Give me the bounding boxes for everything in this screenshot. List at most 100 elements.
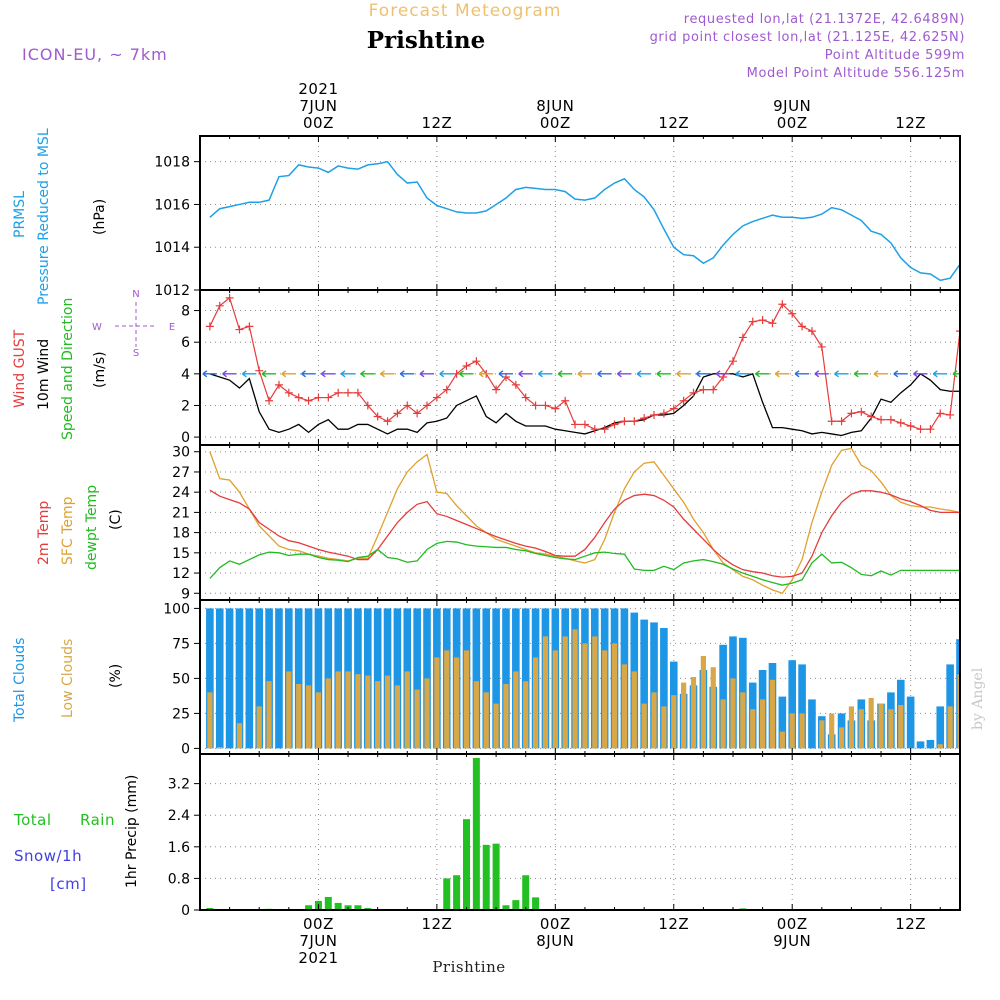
total-cloud-bar bbox=[393, 608, 402, 749]
top-time-label: 12Z bbox=[895, 114, 926, 132]
total-cloud-bar bbox=[996, 608, 1000, 748]
low-cloud-bar bbox=[838, 727, 845, 749]
wind-direction-arrow bbox=[814, 370, 829, 378]
low-cloud-bar bbox=[987, 657, 992, 748]
top-time-label: 7JUN bbox=[299, 97, 337, 115]
wind-direction-arrow bbox=[913, 370, 928, 378]
pressure-ytick-label-1: 1014 bbox=[154, 240, 190, 256]
product-title: Forecast Meteogram bbox=[369, 1, 562, 21]
low-cloud-bar bbox=[611, 643, 618, 749]
wind-ytick-label-2: 4 bbox=[181, 367, 190, 383]
rain-bar bbox=[305, 905, 313, 910]
gust-marker bbox=[768, 319, 777, 328]
gust-marker bbox=[896, 418, 905, 427]
gust-marker bbox=[492, 385, 501, 394]
hpa-label: (hPa) bbox=[92, 199, 108, 235]
low-cloud-bar bbox=[256, 706, 262, 749]
low-cloud-bar bbox=[365, 675, 371, 749]
total-cloud-bar bbox=[265, 608, 273, 749]
total-cloud-bar bbox=[798, 664, 806, 749]
low-cloud-bar bbox=[898, 705, 904, 749]
gust-marker bbox=[205, 322, 214, 331]
wind-direction-arrow bbox=[676, 370, 691, 378]
precip-frame bbox=[199, 753, 961, 911]
temperature-ytick-label-1: 12 bbox=[172, 566, 190, 582]
gust-marker bbox=[393, 409, 402, 418]
low-cloud-bar bbox=[454, 657, 460, 749]
gust-marker bbox=[590, 425, 599, 434]
wind-direction-arrow bbox=[695, 370, 711, 378]
precip-ytick-label-2: 1.6 bbox=[168, 840, 190, 856]
bottom-time-label: 8JUN bbox=[536, 932, 574, 950]
wind-direction-arrow bbox=[222, 370, 237, 378]
low-cloud-bar bbox=[690, 677, 697, 749]
total-cloud-bar bbox=[650, 622, 658, 749]
low-cloud-bar bbox=[384, 675, 391, 749]
rain-bar bbox=[482, 844, 490, 910]
low-cloud-bar bbox=[651, 692, 657, 749]
ms-label: (m/s) bbox=[92, 351, 108, 388]
total-cloud-bar bbox=[986, 608, 994, 748]
top-time-label: 00Z bbox=[303, 114, 334, 132]
wind-direction-arrow bbox=[616, 370, 632, 378]
wind-ytick-label-1: 2 bbox=[181, 398, 190, 414]
wind-direction-arrow bbox=[597, 370, 612, 378]
total-cloud-bar bbox=[275, 608, 283, 749]
compass-n: N bbox=[132, 289, 139, 300]
clouds-series bbox=[206, 608, 1000, 749]
wind-ytick-label-0: 0 bbox=[181, 430, 190, 446]
low-cloud-bar bbox=[641, 703, 647, 749]
low-cloud-bar bbox=[592, 636, 598, 749]
gust-marker bbox=[620, 417, 629, 426]
wind-direction-arrow bbox=[577, 370, 592, 378]
total-cloud-bar bbox=[808, 699, 816, 749]
low-cloud-bar bbox=[799, 713, 805, 749]
wind-direction-arrow bbox=[893, 370, 908, 378]
low-cloud-bar bbox=[769, 679, 776, 749]
point-altitude: Point Altitude 599m bbox=[825, 48, 965, 63]
total-label: Total bbox=[13, 811, 52, 829]
top-time-label: 00Z bbox=[540, 114, 571, 132]
sfc-temp-label: SFC Temp bbox=[60, 496, 76, 565]
low-cloud-bar bbox=[404, 671, 410, 749]
gust-marker bbox=[650, 410, 659, 419]
low-cloud-bar bbox=[681, 682, 687, 749]
gust-marker bbox=[580, 420, 589, 429]
gust-marker bbox=[452, 369, 461, 378]
footer-location: Prishtine bbox=[432, 958, 505, 976]
gust-marker bbox=[432, 393, 441, 402]
bottom-time-label: 12Z bbox=[421, 915, 452, 933]
low-cloud-bar bbox=[720, 699, 726, 749]
low-cloud-bar bbox=[266, 681, 272, 749]
wind-direction-arrow bbox=[834, 370, 849, 378]
gust-marker bbox=[462, 361, 471, 370]
clouds-ytick-label-2: 50 bbox=[172, 671, 190, 687]
low-cloud-bar bbox=[582, 643, 588, 749]
total-cloud-bar bbox=[926, 740, 935, 749]
low-cloud-bar bbox=[602, 650, 608, 749]
gust-marker bbox=[334, 388, 343, 397]
gust-label: Wind GUST bbox=[12, 329, 28, 408]
total-cloud-bar bbox=[906, 696, 915, 749]
gust-marker bbox=[383, 417, 392, 426]
low-cloud-bar bbox=[444, 650, 450, 749]
low-cloud-bar bbox=[493, 703, 499, 749]
gust-marker bbox=[906, 422, 915, 431]
gust-marker bbox=[610, 420, 619, 429]
total-cloud-bar bbox=[660, 628, 668, 749]
wind-direction-arrow bbox=[419, 370, 435, 378]
gust-marker bbox=[423, 401, 432, 410]
gust-marker bbox=[699, 385, 708, 394]
gust-marker bbox=[827, 417, 836, 426]
precip-ytick-label-0: 0 bbox=[181, 903, 190, 919]
cloud-labels: Total Clouds Low Clouds (%) bbox=[12, 638, 124, 723]
compass-rose: N S W E bbox=[92, 289, 175, 359]
clouds-panel: 0 25 50 75 100 bbox=[163, 599, 1000, 757]
gust-marker bbox=[640, 414, 649, 423]
wind-direction-arrow bbox=[360, 370, 375, 378]
wind-panel: 0 2 4 6 8 bbox=[181, 289, 961, 446]
rain-bar bbox=[334, 902, 342, 910]
compass-s: S bbox=[133, 348, 139, 359]
total-cloud-bar bbox=[225, 608, 234, 749]
